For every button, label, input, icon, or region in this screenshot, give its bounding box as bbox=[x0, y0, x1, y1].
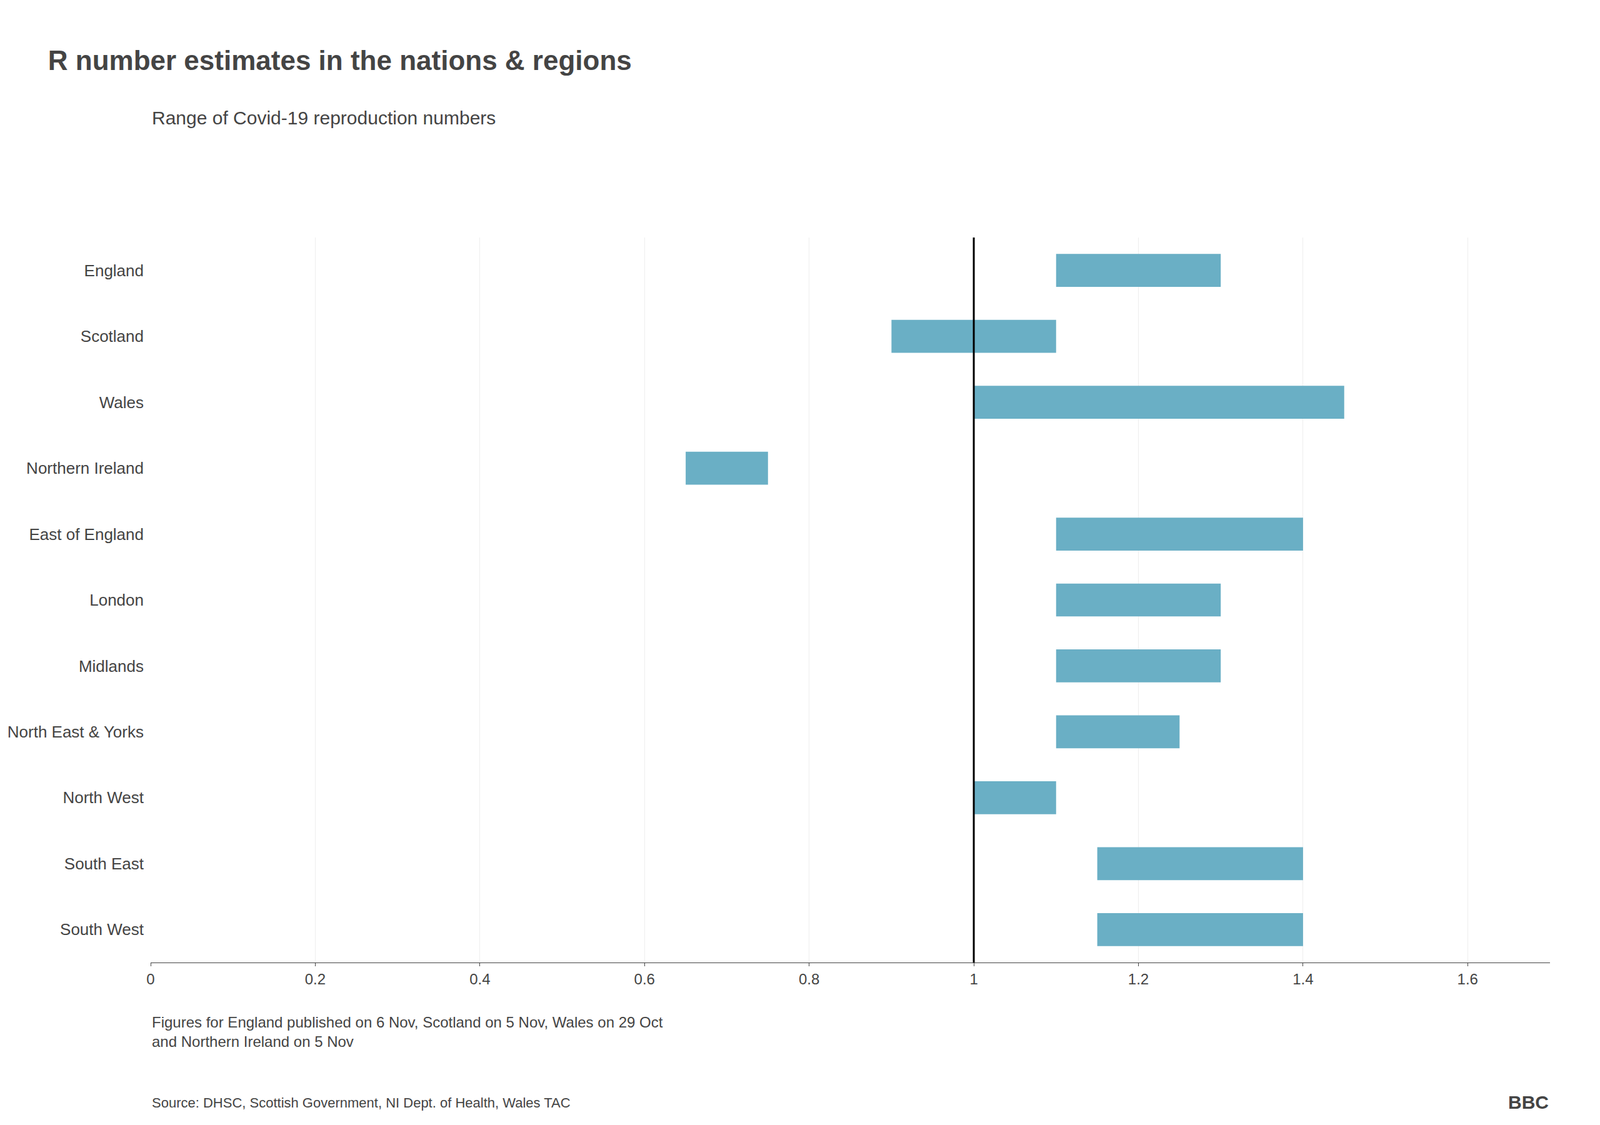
svg-text:Scotland: Scotland bbox=[80, 326, 144, 346]
svg-text:South East: South East bbox=[64, 854, 145, 874]
svg-text:Figures for England published: Figures for England published on 6 Nov, … bbox=[151, 1013, 664, 1050]
svg-text:1: 1 bbox=[969, 970, 978, 988]
svg-text:Midlands: Midlands bbox=[78, 656, 144, 676]
svg-text:BBC: BBC bbox=[1508, 1091, 1549, 1113]
svg-text:1.4: 1.4 bbox=[1292, 970, 1314, 988]
svg-text:Northern Ireland: Northern Ireland bbox=[26, 458, 144, 478]
svg-text:Source: DHSC, Scottish Governm: Source: DHSC, Scottish Government, NI De… bbox=[151, 1095, 571, 1111]
svg-text:0.6: 0.6 bbox=[634, 970, 655, 988]
svg-text:Wales: Wales bbox=[99, 393, 144, 412]
svg-text:1.6: 1.6 bbox=[1457, 970, 1479, 988]
svg-text:R number estimates in the nati: R number estimates in the nations & regi… bbox=[48, 45, 632, 76]
svg-text:Range of Covid-19 reproduction: Range of Covid-19 reproduction numbers bbox=[151, 107, 496, 129]
svg-text:North East & Yorks: North East & Yorks bbox=[7, 722, 144, 742]
svg-text:South West: South West bbox=[60, 920, 145, 939]
svg-text:England: England bbox=[84, 261, 144, 280]
svg-text:0.2: 0.2 bbox=[305, 970, 326, 988]
svg-text:London: London bbox=[89, 590, 144, 610]
svg-text:0: 0 bbox=[146, 970, 155, 988]
svg-text:0.8: 0.8 bbox=[798, 970, 820, 988]
svg-text:1.2: 1.2 bbox=[1128, 970, 1149, 988]
svg-text:North West: North West bbox=[62, 788, 144, 807]
svg-text:0.4: 0.4 bbox=[469, 970, 490, 988]
svg-text:East of England: East of England bbox=[28, 525, 144, 544]
